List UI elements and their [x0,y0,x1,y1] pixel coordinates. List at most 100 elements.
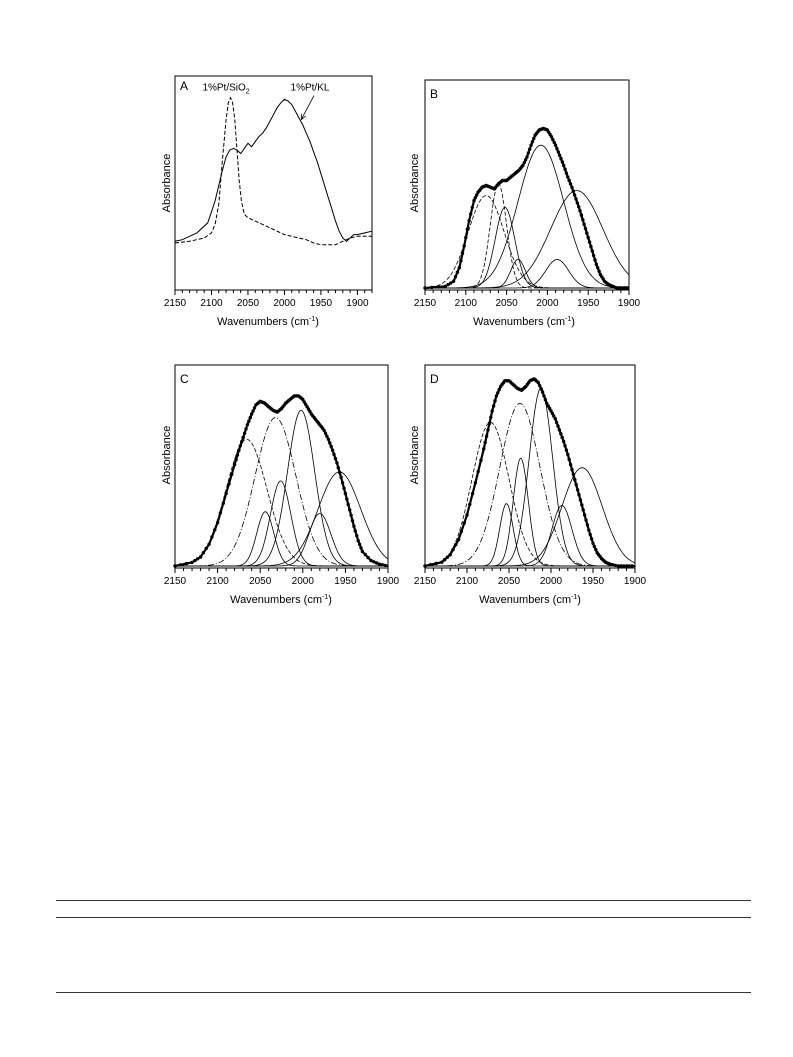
envelope-point [566,452,570,457]
fitted-peak-solid [175,409,388,567]
envelope-point [588,532,592,537]
envelope-point [532,136,536,141]
envelope-point [473,196,477,200]
envelope-point [490,409,494,413]
envelope-point [250,412,254,416]
envelope-point [241,435,245,440]
envelope-point [567,178,571,183]
envelope-point [556,150,560,154]
envelope-point [568,462,573,467]
envelope-point [586,235,590,240]
x-axis-title: Wavenumbers (cm-1) [479,594,581,606]
envelope-point [366,555,370,560]
envelope-point [549,409,553,413]
envelope-point [213,528,217,532]
envelope-point [608,562,612,566]
envelope-point [622,564,626,568]
envelope-point [610,563,615,567]
envelope-point [557,428,562,432]
envelope-point [557,153,562,157]
envelope-point [536,381,541,385]
x-tick-label: 2050 [495,298,518,309]
envelope-point [616,564,620,568]
envelope-point [580,503,584,507]
x-tick-label: 2100 [200,298,223,309]
x-tick-label: 2050 [237,298,260,309]
envelope-point [326,437,331,441]
envelope-point [528,147,532,151]
y-axis-title: Absorbance [409,426,421,485]
envelope-point [369,558,373,563]
x-tick-label: 2100 [455,298,478,309]
x-tick-label: 1900 [377,576,400,587]
envelope-point [323,431,328,435]
envelope-point [570,185,574,189]
x-tick-label: 2150 [164,576,187,587]
envelope-point [584,518,588,522]
envelope-point [543,398,548,402]
envelope-point [448,553,452,557]
panel-letter: A [180,79,188,93]
envelope-point [449,281,453,285]
envelope-point [560,435,564,440]
envelope-point [552,140,556,145]
envelope-point [494,394,499,398]
envelope-point [235,453,240,457]
envelope-point [546,404,550,408]
envelope-point [470,205,474,210]
envelope-point [559,432,563,436]
envelope-point [325,434,329,438]
envelope-point [564,171,569,175]
envelope-point [349,513,353,517]
envelope-point [184,561,189,566]
envelope-point [190,560,194,565]
envelope-point [562,163,566,168]
envelope-point [521,163,525,168]
envelope-point [619,564,623,568]
envelope-point [563,444,567,448]
envelope-point [497,387,501,392]
envelope-point [473,481,478,485]
x-tick-label: 2150 [414,298,437,309]
panel-b: B Absorbance Wavenumbers (cm-1) 2150 2100… [409,79,641,328]
envelope-point [493,399,497,403]
fitted-peak-solid [175,513,388,567]
x-tick-label: 2150 [414,576,437,587]
series-line-solid [174,98,373,242]
x-tick-label: 1900 [624,576,647,587]
fitted-peak-solid [425,457,635,567]
envelope-point [456,537,461,542]
envelope-point [540,390,545,394]
envelope-point [218,511,223,515]
annotation-arrow [300,95,315,120]
envelope-point [462,521,466,525]
envelope-point [529,143,533,147]
table-rule-top [56,900,751,901]
envelope-point [594,262,599,267]
envelope-point [547,406,552,411]
envelope-point [336,466,340,470]
envelope-point [579,213,584,217]
envelope-point [245,423,250,427]
envelope-point [553,416,557,421]
envelope-point [553,143,558,147]
y-axis-title: Absorbance [161,426,173,485]
envelope-point [442,558,447,562]
envelope-point [467,219,471,223]
envelope-point [339,475,343,479]
envelope-point [630,564,634,568]
x-tick-label: 1900 [346,298,369,309]
envelope-point [207,542,211,546]
envelope-point [454,542,458,547]
envelope-point [374,561,379,565]
envelope-point [353,529,357,533]
envelope-point [343,491,348,496]
x-tick-label: 2000 [540,576,563,587]
envelope-point [484,434,489,438]
annotation-label: 1%Pt/KL [291,83,330,94]
envelope-point [587,528,591,532]
envelope-point [356,539,360,543]
table-rule-bottom [56,992,751,993]
envelope-point [234,458,238,462]
